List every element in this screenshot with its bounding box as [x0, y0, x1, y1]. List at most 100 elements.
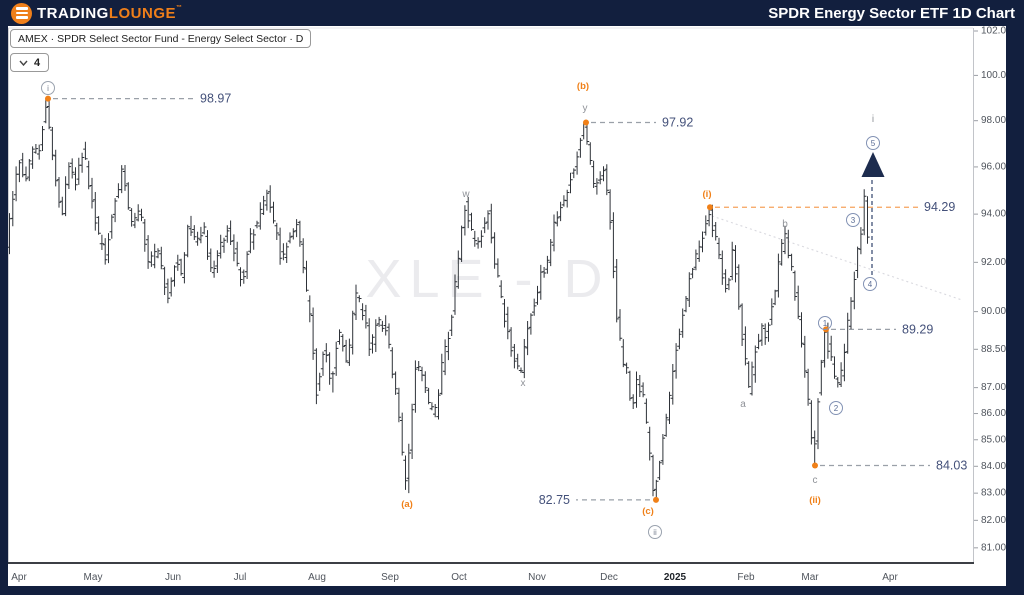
ohlc-bar	[386, 323, 392, 349]
wave-degree-label: (c)	[642, 506, 654, 517]
ohlc-bar	[746, 361, 751, 388]
trademark-symbol: ™	[176, 4, 183, 11]
ohlc-bar	[46, 98, 52, 130]
ohlc-bar	[343, 339, 349, 363]
ohlc-bar	[241, 269, 246, 284]
ohlc-bar	[607, 189, 613, 230]
ohlc-bar	[706, 207, 712, 227]
ohlc-bar	[449, 314, 454, 336]
ohlc-bar	[142, 219, 147, 252]
ohlc-bar	[792, 270, 798, 301]
ohlc-bar	[591, 160, 596, 188]
ohlc-bar	[277, 227, 283, 265]
ohlc-bar	[466, 197, 471, 229]
ohlc-bar	[571, 168, 576, 179]
wave-circle	[41, 81, 55, 95]
ohlc-bar	[96, 216, 101, 235]
time-axis-label: Dec	[600, 572, 618, 583]
ohlc-bar	[541, 267, 547, 278]
ohlc-bar	[439, 353, 444, 395]
time-axis-label: Apr	[11, 572, 27, 583]
ohlc-bar	[103, 238, 108, 265]
ohlc-bar	[169, 277, 174, 297]
time-axis-label: Oct	[451, 572, 467, 583]
symbol-watermark: XLE - D	[365, 249, 610, 309]
ohlc-bar	[353, 284, 359, 320]
ohlc-bar	[175, 254, 180, 271]
wave-degree-label: (b)	[577, 81, 589, 92]
ohlc-bar	[802, 335, 807, 378]
ohlc-bar	[475, 237, 481, 249]
ohlc-bar	[132, 212, 138, 229]
ohlc-bar	[165, 278, 171, 304]
wave-letter-label: x	[521, 378, 526, 389]
ohlc-bar	[736, 264, 741, 310]
ohlc-bar	[508, 327, 514, 357]
ohlc-bar	[472, 230, 477, 247]
ohlc-bar	[673, 343, 679, 379]
ohlc-bar	[149, 251, 154, 267]
price-axis-label: 96.00	[981, 161, 1006, 172]
wave-circle	[863, 277, 877, 291]
ohlc-bar	[677, 328, 682, 350]
ohlc-bar	[112, 198, 118, 223]
ohlc-bar	[551, 214, 557, 252]
page-title: SPDR Energy Sector ETF 1D Chart	[768, 4, 1015, 22]
brand[interactable]: TRADINGLOUNGE™	[0, 2, 183, 24]
ohlc-bar	[749, 361, 755, 396]
ohlc-bar	[819, 359, 824, 396]
ohlc-bar	[159, 246, 164, 270]
ohlc-bar	[274, 222, 279, 240]
ohlc-bar	[716, 237, 722, 260]
ohlc-bar	[832, 356, 837, 379]
interval-dropdown[interactable]: 4	[10, 53, 50, 72]
ohlc-bar	[703, 215, 708, 236]
ohlc-bar	[330, 371, 336, 393]
ohlc-bar	[650, 454, 656, 497]
ohlc-bar	[363, 304, 369, 329]
ohlc-bar	[83, 141, 88, 160]
price-axis-label: 85.00	[981, 434, 1006, 445]
ohlc-bar	[205, 230, 210, 260]
ohlc-bar	[518, 367, 524, 373]
ohlc-bar	[211, 260, 217, 278]
ohlc-bar	[284, 242, 289, 263]
wave-letter-label: y	[583, 103, 588, 114]
time-axis-label: 2025	[664, 572, 687, 583]
ohlc-bar	[479, 230, 484, 248]
time-axis-label: Nov	[528, 572, 546, 583]
ohlc-bar	[584, 122, 590, 145]
ohlc-bar	[198, 226, 204, 244]
wave-circle	[846, 213, 860, 227]
ohlc-bar	[310, 307, 316, 360]
price-axis-label: 88.50	[981, 344, 1006, 355]
ohlc-bar	[106, 233, 111, 264]
price-callout-label: 94.29	[924, 200, 955, 214]
ohlc-bar	[644, 398, 649, 424]
ohlc-bar	[865, 196, 870, 244]
ohlc-bar	[248, 228, 253, 254]
ohlc-bar	[380, 320, 385, 332]
symbol-description-pill[interactable]: AMEX · SPDR Select Sector Fund - Energy …	[10, 29, 312, 48]
ohlc-bar	[406, 443, 411, 494]
ohlc-bar	[842, 343, 847, 382]
ohlc-bar	[730, 241, 735, 281]
ohlc-bar	[33, 144, 39, 154]
ohlc-bar	[723, 269, 728, 293]
ohlc-bar	[822, 329, 827, 368]
price-axis-label: 81.00	[981, 542, 1006, 553]
ohlc-bar	[413, 360, 418, 413]
time-axis-label: Jul	[234, 572, 247, 583]
ohlc-bar	[621, 339, 626, 368]
ohlc-bar	[145, 235, 151, 269]
ohlc-bar	[109, 214, 114, 239]
ohlc-bar	[264, 189, 270, 211]
ohlc-bar	[548, 239, 553, 267]
ohlc-bar	[10, 191, 15, 227]
ohlc-bar	[568, 172, 573, 194]
ohlc-bar	[56, 177, 62, 208]
ohlc-bar	[433, 404, 438, 418]
ohlc-bar	[700, 231, 705, 253]
ohlc-bar	[297, 220, 303, 247]
